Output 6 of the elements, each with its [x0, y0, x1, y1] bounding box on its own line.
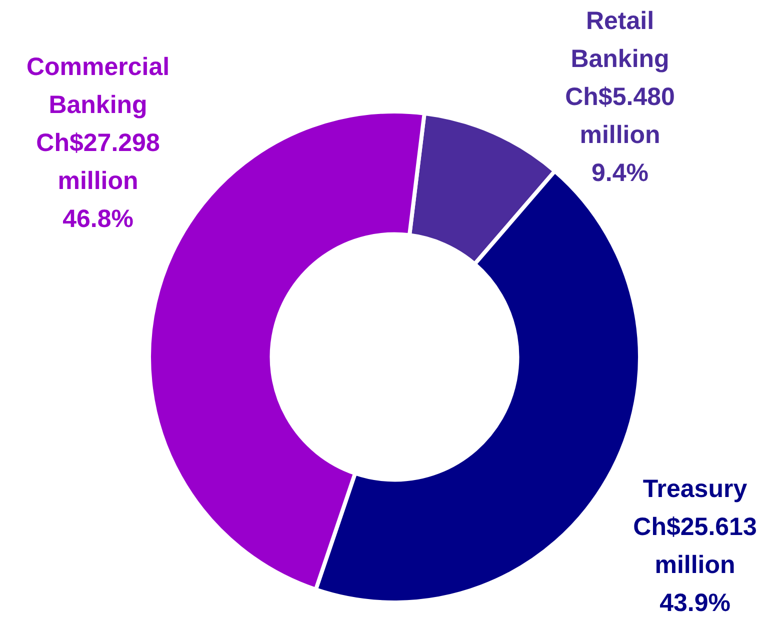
slice-label: Retail Banking — [570, 6, 670, 73]
data-label: Ch$27.298 million 46.8% — [36, 128, 160, 233]
slice-label: Treasury — [642, 474, 748, 503]
data-label: Ch$25.613 million 43.9% — [633, 512, 757, 617]
data-label: Ch$5.480 million 9.4% — [565, 82, 675, 187]
slice-label: Commercial Banking — [26, 52, 170, 119]
